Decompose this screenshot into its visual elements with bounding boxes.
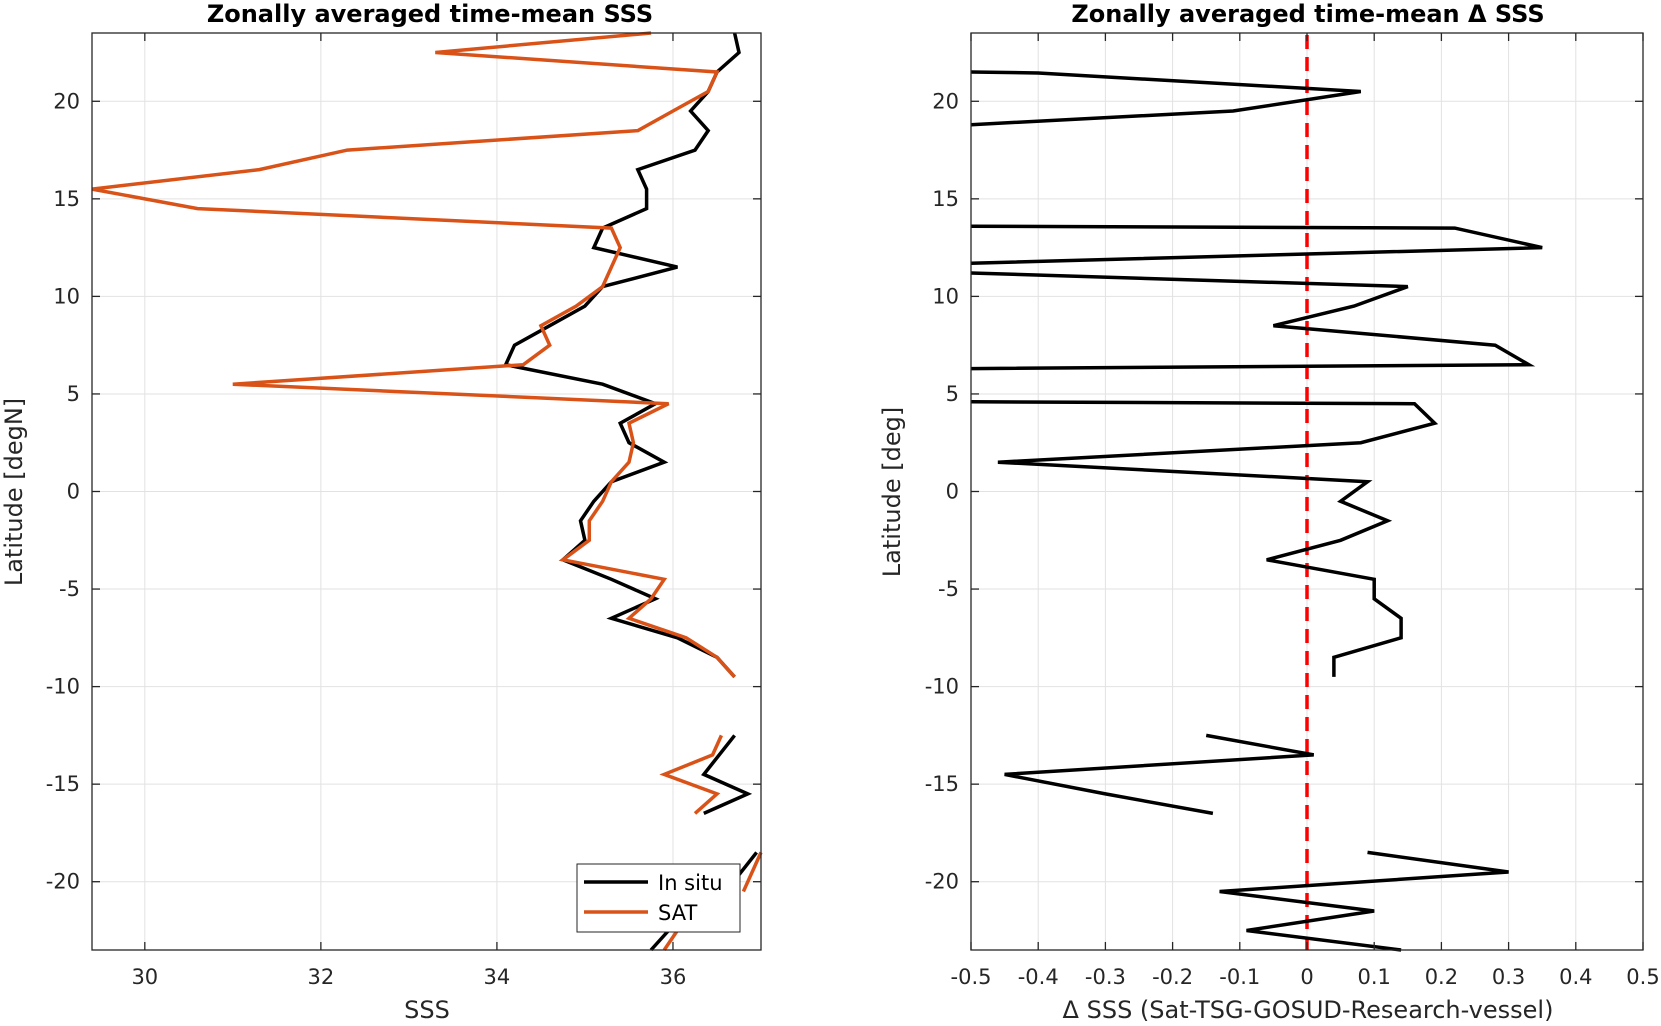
delta-sss-series-line-segment xyxy=(970,271,1536,371)
sss-panel-title: Zonally averaged time-mean SSS xyxy=(207,0,653,28)
delta-sss-y-tick-label: -5 xyxy=(938,577,959,601)
sss-y-tick-label: -20 xyxy=(46,870,80,894)
delta-sss-y-tick-label: 0 xyxy=(946,480,959,504)
sss-y-tick-label: 20 xyxy=(53,89,80,113)
sss-panel: Zonally averaged time-mean SSS 30 32 34 36 -… xyxy=(0,0,763,1024)
sss-x-tick-label: 30 xyxy=(131,965,158,989)
legend-label-in-situ: In situ xyxy=(658,871,723,895)
delta-sss-series-line-segment xyxy=(970,224,1543,265)
delta-sss-y-tick-label: -15 xyxy=(925,772,959,796)
delta-sss-series-line-segment xyxy=(970,70,1362,127)
sss-series-sat-segment xyxy=(741,851,763,893)
sss-y-axis-label: Latitude [degN] xyxy=(0,398,28,586)
delta-sss-y-tick-label: -10 xyxy=(925,675,959,699)
delta-sss-x-tick-label: -0.4 xyxy=(1018,965,1059,989)
sss-series-in-situ-segment xyxy=(701,734,753,815)
delta-sss-y-tick-label: -20 xyxy=(925,870,959,894)
sss-y-tick-label: 15 xyxy=(53,187,80,211)
sss-x-axis-label: SSS xyxy=(404,996,450,1024)
delta-sss-series-line-segment xyxy=(1219,850,1509,952)
delta-sss-x-tick-label: 0.3 xyxy=(1492,965,1525,989)
delta-sss-x-tick-label: -0.2 xyxy=(1152,965,1193,989)
sss-series-sat-segment xyxy=(662,929,679,951)
sss-series-in-situ-segment xyxy=(649,929,670,952)
sss-y-tick-label: -15 xyxy=(46,772,80,796)
delta-sss-x-tick-label: 0.5 xyxy=(1626,965,1659,989)
delta-sss-x-tick-label: 0.1 xyxy=(1357,965,1390,989)
delta-sss-panel-title: Zonally averaged time-mean Δ SSS xyxy=(1071,0,1544,28)
delta-sss-x-axis-label: Δ SSS (Sat-TSG-GOSUD-Research-vessel) xyxy=(1063,996,1554,1024)
sss-x-tick-label: 36 xyxy=(660,965,687,989)
sss-y-tick-label: 10 xyxy=(53,284,80,308)
delta-sss-y-tick-label: 20 xyxy=(932,89,959,113)
delta-sss-y-tick-label: 15 xyxy=(932,187,959,211)
delta-sss-y-tick-label: 10 xyxy=(932,284,959,308)
sss-series-in-situ-segment xyxy=(503,32,741,679)
sss-legend: In situ SAT xyxy=(576,863,741,933)
legend-label-sat: SAT xyxy=(658,901,697,925)
delta-sss-x-tick-label: -0.5 xyxy=(951,965,992,989)
sss-plot-area: 30 32 34 36 -20 -15 -10 -5 0 5 10 15 20 xyxy=(46,31,763,989)
delta-sss-x-tick-label: 0.4 xyxy=(1559,965,1592,989)
sss-x-tick-label: 32 xyxy=(308,965,335,989)
sss-series-sat-segment xyxy=(91,31,736,679)
delta-sss-plot-area: -0.5 -0.4 -0.3 -0.2 -0.1 0 0.1 0.2 0.3 0.4 0.5 -20 -… xyxy=(925,32,1660,989)
delta-sss-x-tick-label: 0.2 xyxy=(1425,965,1458,989)
sss-y-tick-label: -5 xyxy=(59,577,80,601)
sss-y-tick-label: 5 xyxy=(67,382,80,406)
delta-sss-y-tick-label: 5 xyxy=(946,382,959,406)
delta-sss-series-line-segment xyxy=(1004,733,1315,816)
delta-sss-y-axis-label: Latitude [deg] xyxy=(878,407,906,577)
sss-x-tick-label: 34 xyxy=(484,965,511,989)
delta-sss-series-line-segment xyxy=(970,400,1439,677)
sss-y-tick-label: 0 xyxy=(67,480,80,504)
delta-sss-x-tick-label: -0.3 xyxy=(1085,965,1126,989)
delta-sss-panel: Zonally averaged time-mean Δ SSS -0.5 -0.… xyxy=(878,0,1660,1024)
delta-sss-x-tick-label: -0.1 xyxy=(1219,965,1260,989)
sss-series-sat-segment xyxy=(659,734,723,815)
sss-legend-box xyxy=(576,863,741,933)
sss-y-tick-label: -10 xyxy=(46,675,80,699)
delta-sss-x-tick-label: 0 xyxy=(1300,965,1313,989)
